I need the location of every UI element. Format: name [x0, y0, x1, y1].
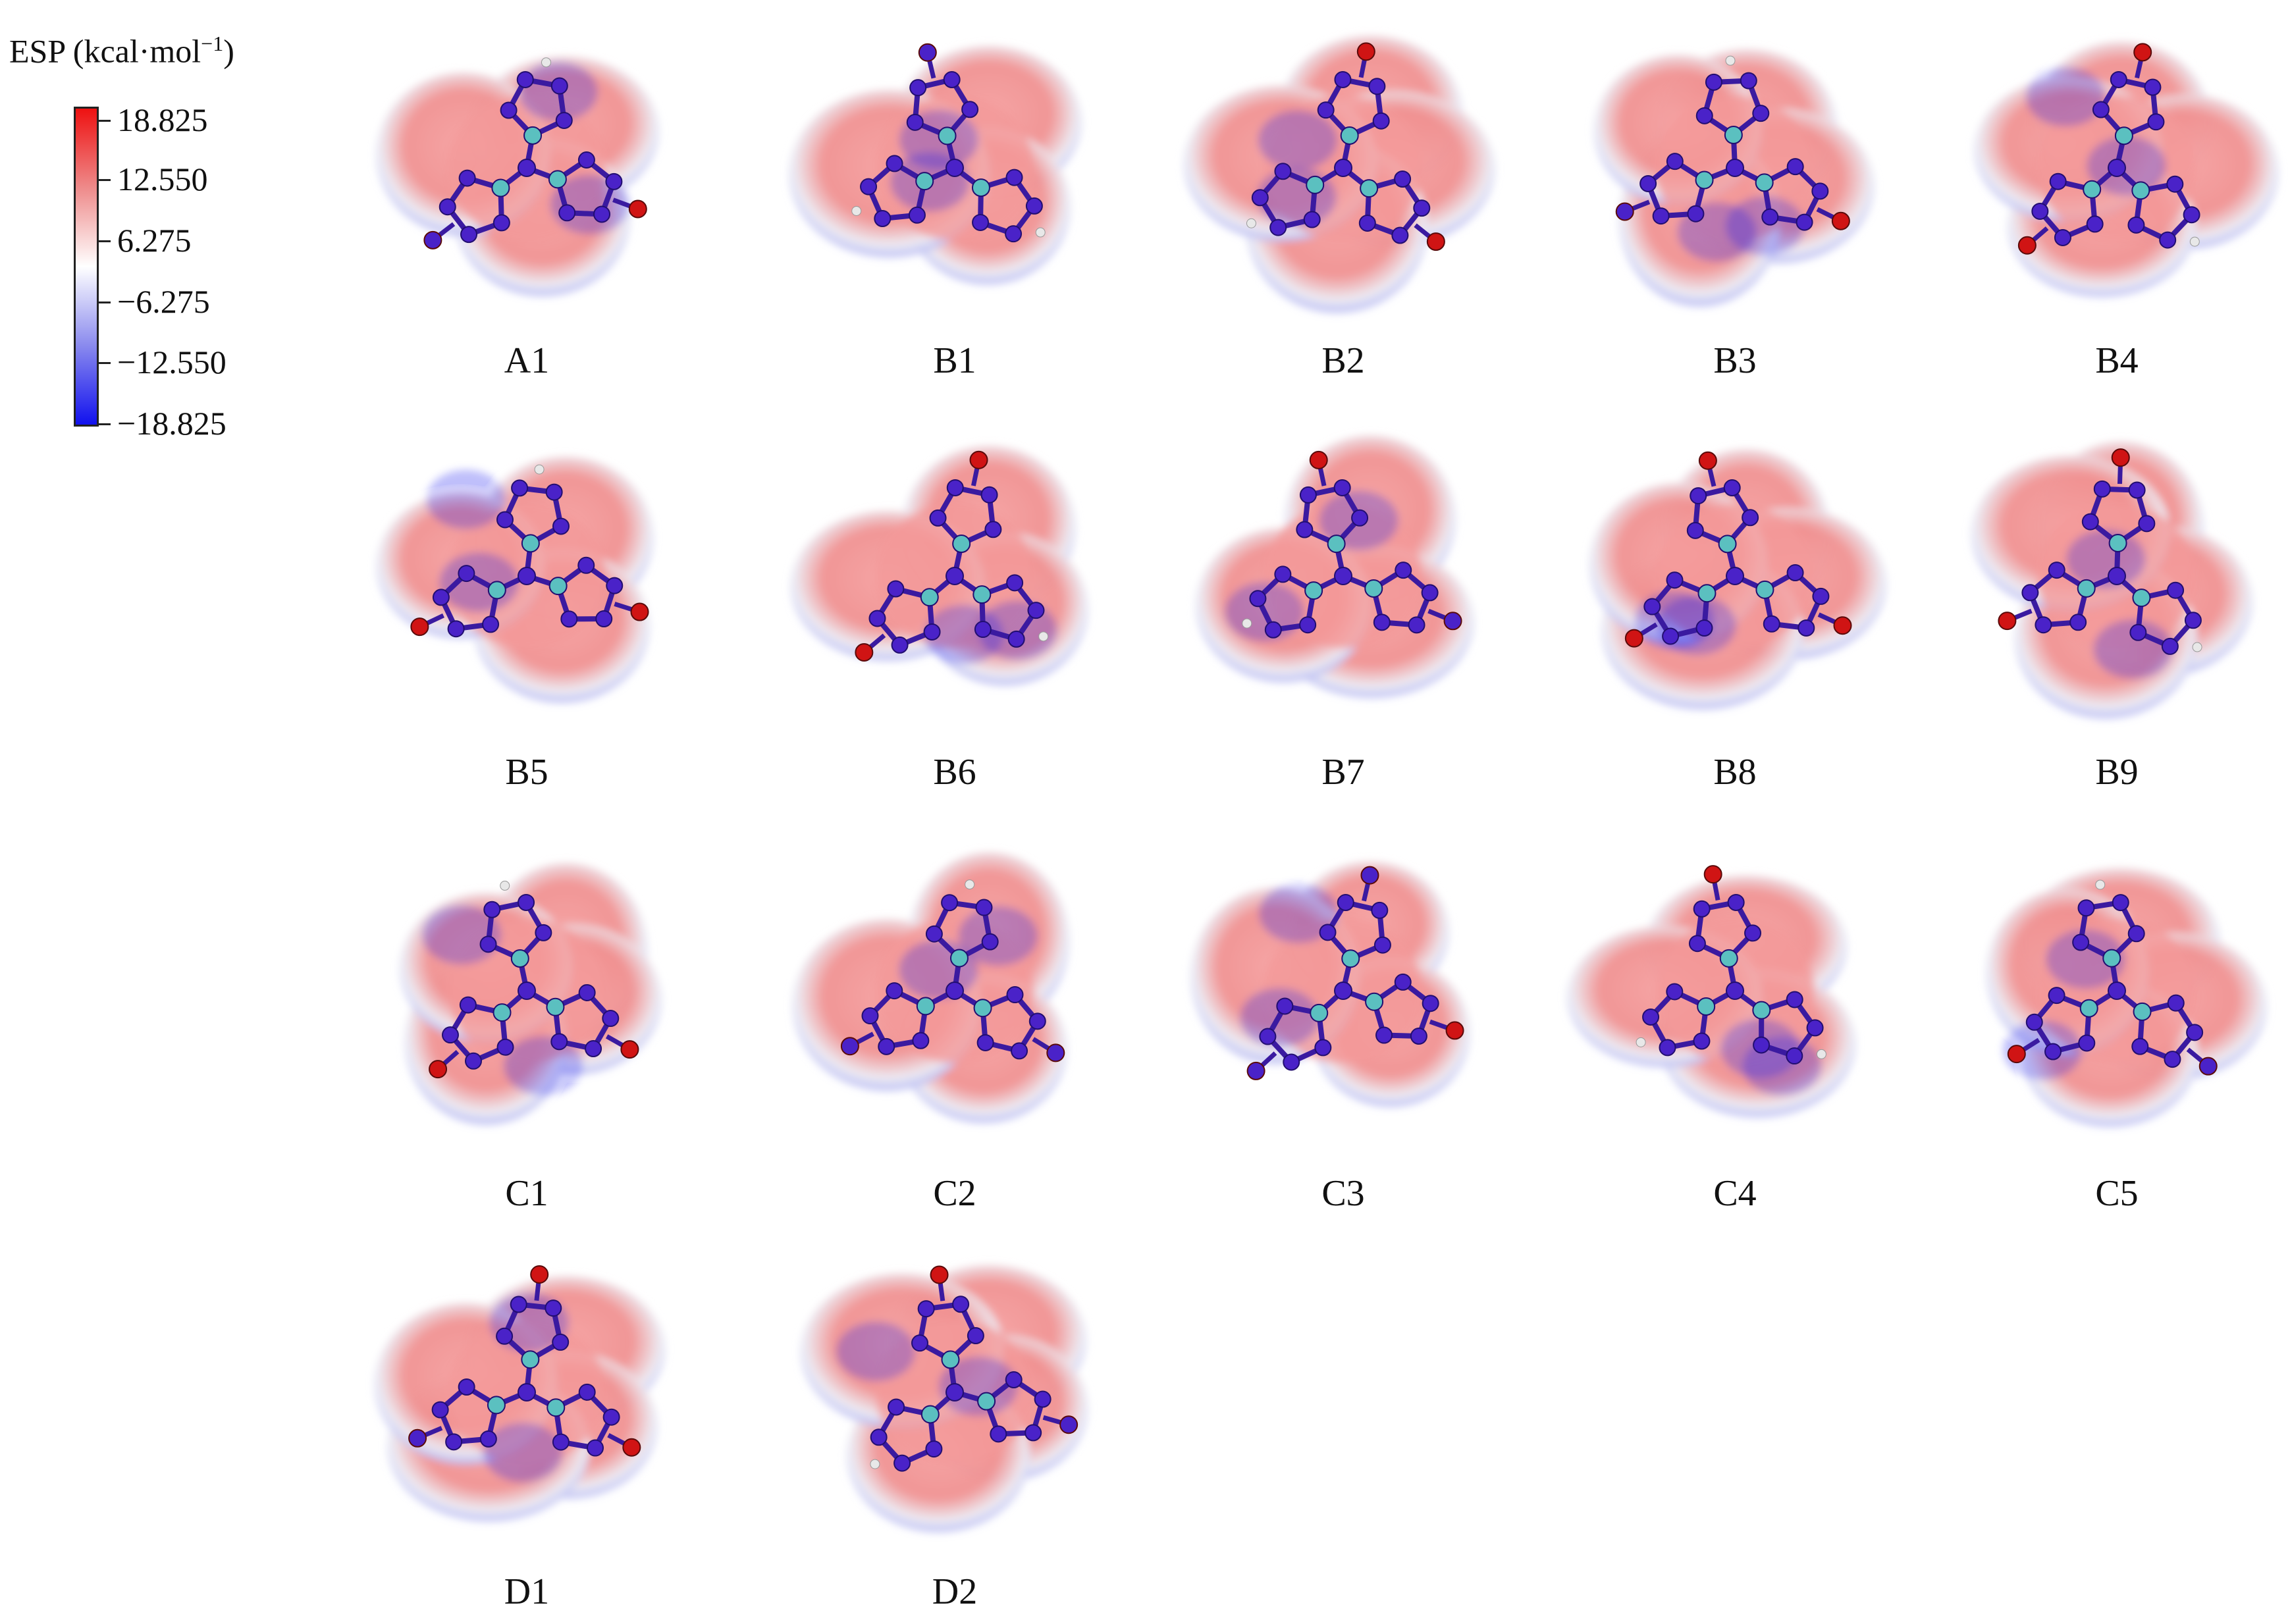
panel-label: B6 [933, 752, 976, 793]
molecule-panel-b3 [1537, 13, 1932, 382]
esp-surface-b3 [1593, 49, 1875, 307]
legend-title-superscript: −1 [201, 32, 224, 55]
molecule-model [1998, 448, 2202, 655]
panel-label: A1 [504, 340, 550, 381]
molecule-model [1636, 865, 1826, 1065]
colorbar-tick [99, 362, 111, 364]
legend-title: ESP (kcal·mol−1) [9, 32, 234, 70]
esp-surface-d2 [800, 1265, 1088, 1532]
molecule-panel-c1 [329, 836, 724, 1205]
esp-surface-b8 [1589, 449, 1887, 710]
colorbar-tick [99, 120, 111, 122]
molecule-model [1246, 866, 1464, 1080]
molecule-model [1624, 451, 1852, 648]
panel-label: D1 [504, 1571, 550, 1612]
esp-surface-b2 [1183, 36, 1495, 313]
molecule-model [2017, 43, 2200, 255]
panel-label: C2 [933, 1173, 976, 1214]
esp-surface-b7 [1196, 435, 1474, 698]
molecule-panel-b7 [1146, 421, 1541, 790]
colorbar-tick [99, 179, 111, 181]
legend-title-suffix: ) [223, 32, 234, 70]
colorbar-tick-label: −6.275 [117, 283, 210, 320]
molecule-model [408, 1265, 641, 1457]
esp-surface [792, 852, 1070, 1124]
panel-label: C1 [505, 1173, 548, 1214]
panel-label: B5 [505, 752, 548, 793]
esp-surface [790, 446, 1088, 686]
esp-surface [1196, 435, 1474, 698]
panel-label: C4 [1713, 1173, 1757, 1214]
colorbar-tick [99, 301, 111, 303]
molecule-model [840, 879, 1065, 1062]
molecule-model [855, 450, 1049, 662]
panel-label: C5 [2095, 1173, 2139, 1214]
molecule-panel-d1 [329, 1238, 724, 1606]
colorbar-tick-label: −12.550 [117, 344, 226, 380]
molecule-panel-c5 [1919, 836, 2290, 1205]
esp-surface-b9 [1971, 442, 2253, 719]
molecule-panel-b9 [1919, 421, 2290, 790]
molecule-model [1242, 450, 1462, 639]
molecule-model [851, 43, 1046, 243]
esp-surface-c3 [1190, 862, 1470, 1107]
legend-title-text: ESP (kcal·mol [9, 32, 201, 70]
molecule-model [1246, 42, 1445, 251]
molecule-model [2007, 879, 2218, 1076]
esp-surface [1566, 875, 1856, 1118]
colorbar-tick-label: 12.550 [117, 161, 208, 197]
molecule-model [423, 57, 647, 249]
molecule-model [410, 464, 649, 638]
molecule-panel-c3 [1146, 836, 1541, 1205]
molecule-panel-b4 [1919, 13, 2290, 382]
colorbar-tick-label: −18.825 [117, 405, 226, 442]
colorbar-tick [99, 423, 111, 425]
panel-label: B2 [1321, 340, 1365, 381]
molecule-model [1615, 55, 1850, 231]
esp-surface-b5 [376, 456, 654, 703]
esp-surface [1986, 868, 2267, 1127]
molecule-model [429, 880, 639, 1079]
esp-surface [1190, 862, 1470, 1107]
molecule-panel-b2 [1146, 13, 1541, 382]
molecule-panel-d2 [757, 1238, 1152, 1606]
esp-surface-c1 [399, 863, 662, 1125]
esp-surface-c4 [1566, 865, 1856, 1118]
panel-label: B9 [2095, 752, 2139, 793]
esp-surface-c5 [1986, 868, 2267, 1127]
esp-surface-b6 [790, 446, 1088, 686]
esp-surface-d1 [374, 1265, 666, 1522]
esp-surface [1593, 49, 1875, 307]
panel-label: B8 [1713, 752, 1757, 793]
esp-surface-b1 [789, 43, 1082, 285]
panel-label: B4 [2095, 340, 2139, 381]
esp-surface-b4 [1974, 41, 2279, 298]
panel-label: B3 [1713, 340, 1757, 381]
molecule-panel-b1 [757, 13, 1152, 382]
molecule-model [870, 1265, 1078, 1472]
panel-label: C3 [1321, 1173, 1365, 1214]
panel-label: B7 [1321, 752, 1365, 793]
molecule-panel-b6 [757, 421, 1152, 790]
molecule-panel-a1 [329, 13, 724, 382]
colorbar-tick-label: 6.275 [117, 222, 192, 259]
esp-surface-a1 [376, 57, 660, 296]
esp-surface [374, 1276, 666, 1522]
molecule-panel-b5 [329, 421, 724, 790]
esp-colorbar [74, 107, 99, 427]
molecule-panel-b8 [1537, 421, 1932, 790]
molecule-panel-c4 [1537, 836, 1932, 1205]
molecule-panel-c2 [757, 836, 1152, 1205]
colorbar-tick [99, 240, 111, 242]
panel-label: B1 [933, 340, 976, 381]
panel-label: D2 [932, 1571, 978, 1612]
esp-surface-c2 [792, 852, 1070, 1124]
colorbar-tick-label: 18.825 [117, 101, 208, 138]
